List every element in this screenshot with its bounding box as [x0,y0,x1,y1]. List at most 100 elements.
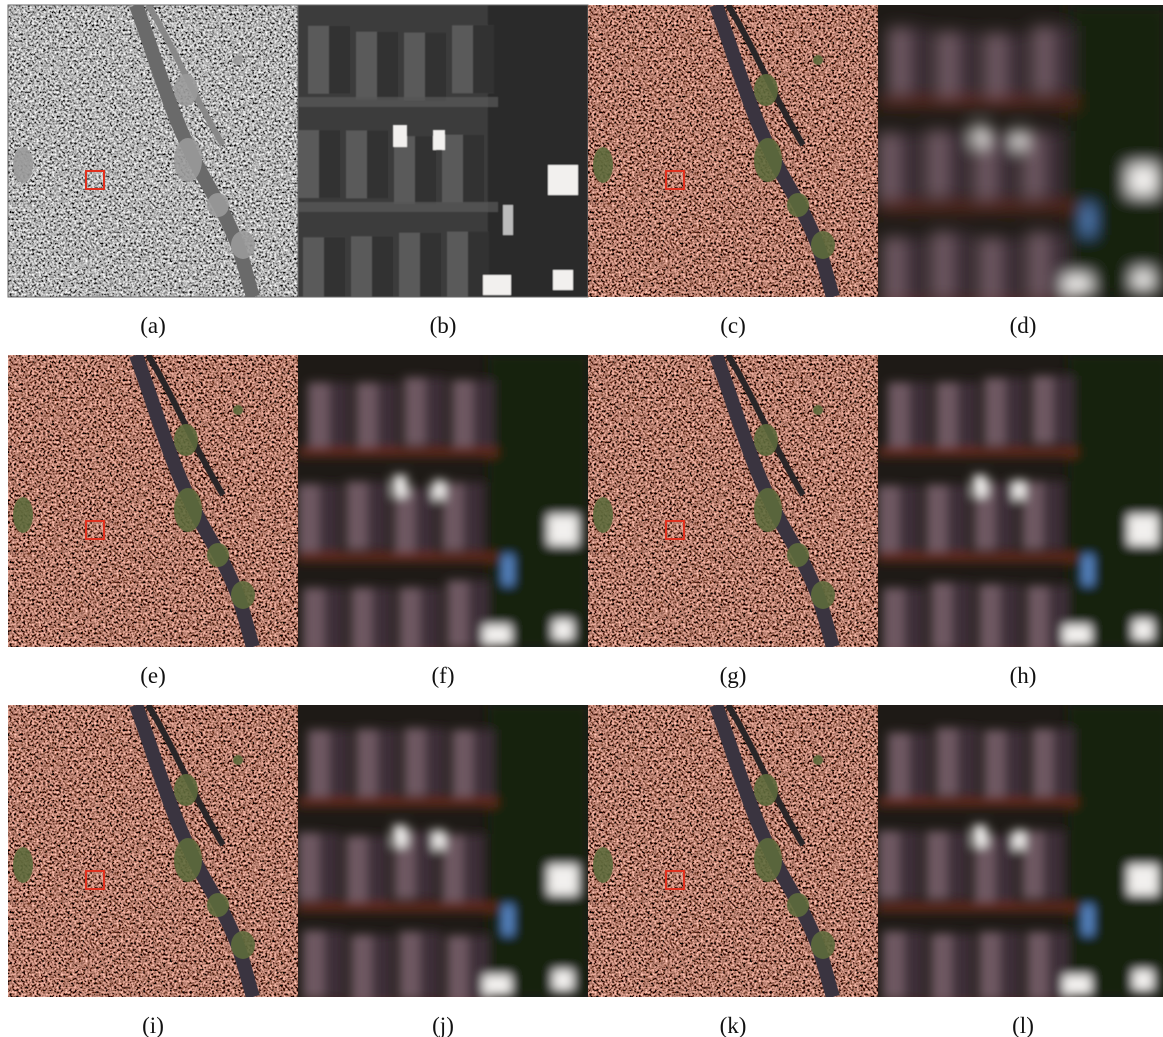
street [298,202,498,212]
roof-shade [952,232,973,300]
roof-shade [324,930,345,998]
blue-roof [503,555,513,585]
image-panel [878,355,1163,662]
park [813,755,823,765]
park [811,231,835,259]
street [878,202,1078,212]
park [754,488,782,532]
caption: (c) [720,313,746,338]
park [754,138,782,182]
trees [488,705,588,997]
street [298,902,498,912]
bright-roof [393,125,407,147]
roof-shade [425,728,446,796]
roof-shade [415,136,436,204]
park [754,424,778,456]
roof-shade [372,588,393,656]
street [298,97,498,107]
roof-shade [324,237,345,305]
roof-shade [473,25,494,93]
caption: (a) [140,313,166,338]
bright-roof [973,475,987,497]
park [233,755,243,765]
roof-shade [957,382,978,450]
park [787,893,809,917]
roof-shade [415,831,436,899]
blue-roof [1083,555,1093,585]
bright-roof [1128,865,1158,895]
park [787,193,809,217]
park [207,193,229,217]
park [174,488,202,532]
roof-shade [1043,131,1064,199]
park [811,931,835,959]
street [878,447,1078,457]
caption: (d) [1010,313,1037,338]
image-panel [878,705,1163,1012]
roof-shade [329,730,350,798]
blue-roof [503,905,513,935]
roof-shade [377,32,398,100]
roof-shade [904,931,925,999]
park [754,838,782,882]
trees [1068,705,1163,997]
park [207,543,229,567]
park [593,847,613,883]
roof-shade [324,588,345,656]
roof-shade [995,132,1016,200]
roof-shade [1005,730,1026,798]
roof-shade [904,237,925,305]
roof-shade [420,931,441,999]
bright-roof [1128,515,1158,545]
roof-shade [899,831,920,899]
bright-roof [553,970,573,990]
roof-shade [425,377,446,445]
roof-shade [367,836,388,904]
roof-shade [473,730,494,798]
roof-shade [1053,729,1074,797]
park [174,774,198,806]
image-panel [298,5,588,312]
caption: (i) [142,1013,164,1037]
bright-roof [1063,625,1091,645]
bright-roof [1013,830,1025,850]
park [13,147,33,183]
roof-shade [367,130,388,198]
caption: (l) [1012,1013,1034,1037]
street [298,1002,498,1012]
street [298,447,498,457]
bright-roof [1128,165,1158,195]
roof-shade [899,486,920,554]
park [207,893,229,917]
roof-shade [377,729,398,797]
trees [1068,5,1163,297]
park [593,147,613,183]
bright-roof [483,625,511,645]
image-panel [878,5,1163,312]
roof-shade [463,483,484,551]
roof-shade [420,233,441,301]
street [298,552,498,562]
park [231,581,255,609]
figure: (a)(b)(c)(d)(e)(f)(g)(h)(i)(j)(k)(l) [0,0,1163,1037]
bright-roof [1013,130,1025,150]
roof-shade [909,382,930,450]
image-panel [588,355,878,647]
street [298,302,498,312]
bright-roof [973,125,987,147]
roof-shade [372,935,393,1003]
roof-shade [1000,932,1021,1000]
roof-shade [319,130,340,198]
bright-roof [393,475,407,497]
roof-shade [1043,481,1064,549]
park [174,424,198,456]
blue-roof [503,205,513,235]
park [593,497,613,533]
roof-shade [1053,376,1074,444]
caption: (b) [430,313,457,338]
park [233,405,243,415]
street [878,552,1078,562]
park [811,581,835,609]
image-panel [298,355,588,662]
bright-roof [548,515,578,545]
